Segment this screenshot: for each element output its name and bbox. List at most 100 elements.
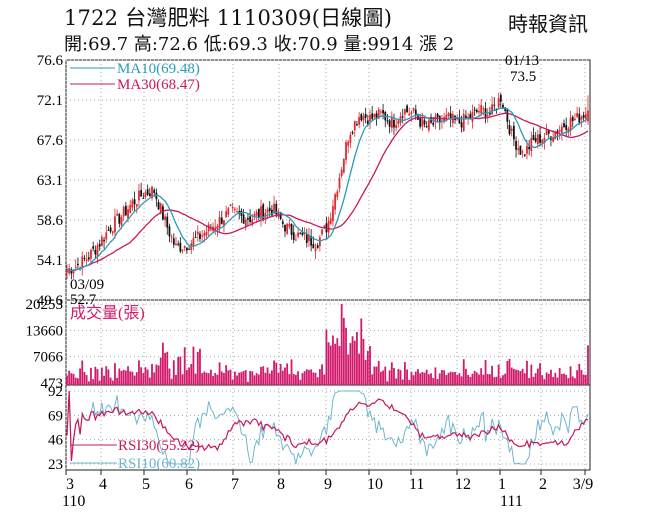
- candle-body: [205, 231, 208, 236]
- price-tick-label: 72.1: [37, 93, 63, 109]
- volume-bar: [138, 360, 140, 385]
- candle-body: [364, 114, 367, 118]
- volume-bar: [268, 373, 271, 385]
- x-tick-label: 4: [99, 476, 107, 493]
- volume-bar: [192, 346, 195, 385]
- price-tick-label: 54.1: [37, 253, 63, 269]
- candle-body: [584, 113, 587, 119]
- volume-bar: [166, 351, 169, 385]
- volume-bar: [436, 378, 439, 385]
- candle-body: [421, 118, 424, 127]
- candle-body: [242, 214, 245, 224]
- rsi-tick-label: 46: [48, 433, 64, 449]
- volume-bar: [310, 369, 313, 385]
- volume-bar: [384, 366, 387, 385]
- volume-bar: [554, 372, 557, 385]
- ma10-line: [66, 107, 589, 272]
- volume-bar: [386, 381, 389, 385]
- candle-body: [534, 138, 537, 142]
- candle-body: [316, 245, 319, 249]
- volume-bar: [279, 363, 282, 385]
- volume-bar: [584, 374, 587, 385]
- volume-bar: [216, 374, 219, 385]
- candle-body: [334, 194, 337, 210]
- candle-body: [369, 114, 371, 122]
- volume-bar: [227, 370, 230, 385]
- candle-body: [458, 117, 461, 124]
- volume-bar: [242, 371, 245, 385]
- candle-body: [227, 208, 230, 215]
- volume-bar: [526, 360, 528, 385]
- volume-bar: [170, 378, 173, 385]
- candle-body: [358, 117, 361, 125]
- volume-bar: [81, 360, 84, 385]
- volume-bar: [504, 373, 507, 385]
- volume-bar: [576, 370, 579, 385]
- rsi-tick-label: 23: [48, 457, 63, 473]
- candle-body: [98, 243, 101, 247]
- candle-body: [68, 268, 71, 274]
- volume-bar: [403, 362, 406, 385]
- volume-tick-label: 7066: [33, 350, 64, 366]
- volume-bar: [353, 340, 356, 385]
- candle-body: [188, 248, 190, 250]
- volume-bar: [321, 364, 323, 385]
- volume-bar: [144, 367, 147, 385]
- candle-body: [475, 109, 478, 112]
- candle-body: [406, 105, 408, 113]
- ma30-legend-label: MA30(68.47): [117, 77, 200, 93]
- volume-bar: [199, 348, 201, 385]
- candle-body: [120, 216, 123, 226]
- candle-body: [138, 190, 140, 201]
- volume-bar: [432, 377, 435, 385]
- volume-bar: [486, 373, 489, 385]
- candle-body: [273, 203, 275, 214]
- x-tick-label: 12: [455, 476, 471, 493]
- candle-body: [580, 116, 583, 120]
- volume-bar: [74, 377, 77, 385]
- volume-bar: [233, 371, 236, 385]
- candle-body: [271, 209, 273, 216]
- candle-body: [523, 154, 526, 156]
- volume-bar: [316, 377, 319, 385]
- volume-bar: [445, 374, 448, 385]
- price-tick-label: 49.6: [37, 293, 64, 309]
- volume-bar: [188, 367, 190, 385]
- volume-bar: [397, 369, 400, 385]
- volume-bar: [116, 377, 119, 385]
- volume-bar: [456, 374, 459, 385]
- anchor-value-label: 73.5: [510, 69, 536, 85]
- candle-body: [495, 108, 498, 110]
- volume-bar: [225, 365, 228, 385]
- volume-bar: [434, 367, 437, 385]
- volume-bar: [96, 369, 99, 385]
- candle-body: [438, 115, 441, 123]
- volume-bar: [523, 373, 526, 385]
- volume-bar: [539, 363, 541, 385]
- volume-bar: [582, 374, 585, 385]
- candle-body: [554, 132, 557, 140]
- volume-tick-label: 473: [41, 376, 64, 392]
- x-tick-label: 3: [66, 476, 74, 493]
- candle-body: [100, 237, 103, 246]
- candle-body: [560, 126, 563, 133]
- candle-body: [582, 114, 585, 118]
- anchor-date-label: 03/09: [70, 277, 104, 293]
- candle-body: [236, 211, 238, 213]
- candle-body: [164, 216, 166, 221]
- candle-body: [340, 169, 343, 176]
- candle-body: [512, 125, 515, 140]
- candle-body: [251, 219, 254, 225]
- candle-body: [85, 259, 88, 262]
- candle-body: [436, 113, 439, 117]
- volume-bar: [366, 350, 369, 385]
- volume-bar: [68, 370, 71, 385]
- volume-bar: [473, 370, 476, 385]
- volume-bar: [281, 370, 284, 385]
- volume-bar: [489, 374, 491, 385]
- candle-body: [181, 249, 184, 251]
- candle-body: [129, 204, 132, 213]
- candle-body: [482, 108, 485, 110]
- volume-bar: [179, 356, 182, 385]
- candle-body: [447, 113, 450, 116]
